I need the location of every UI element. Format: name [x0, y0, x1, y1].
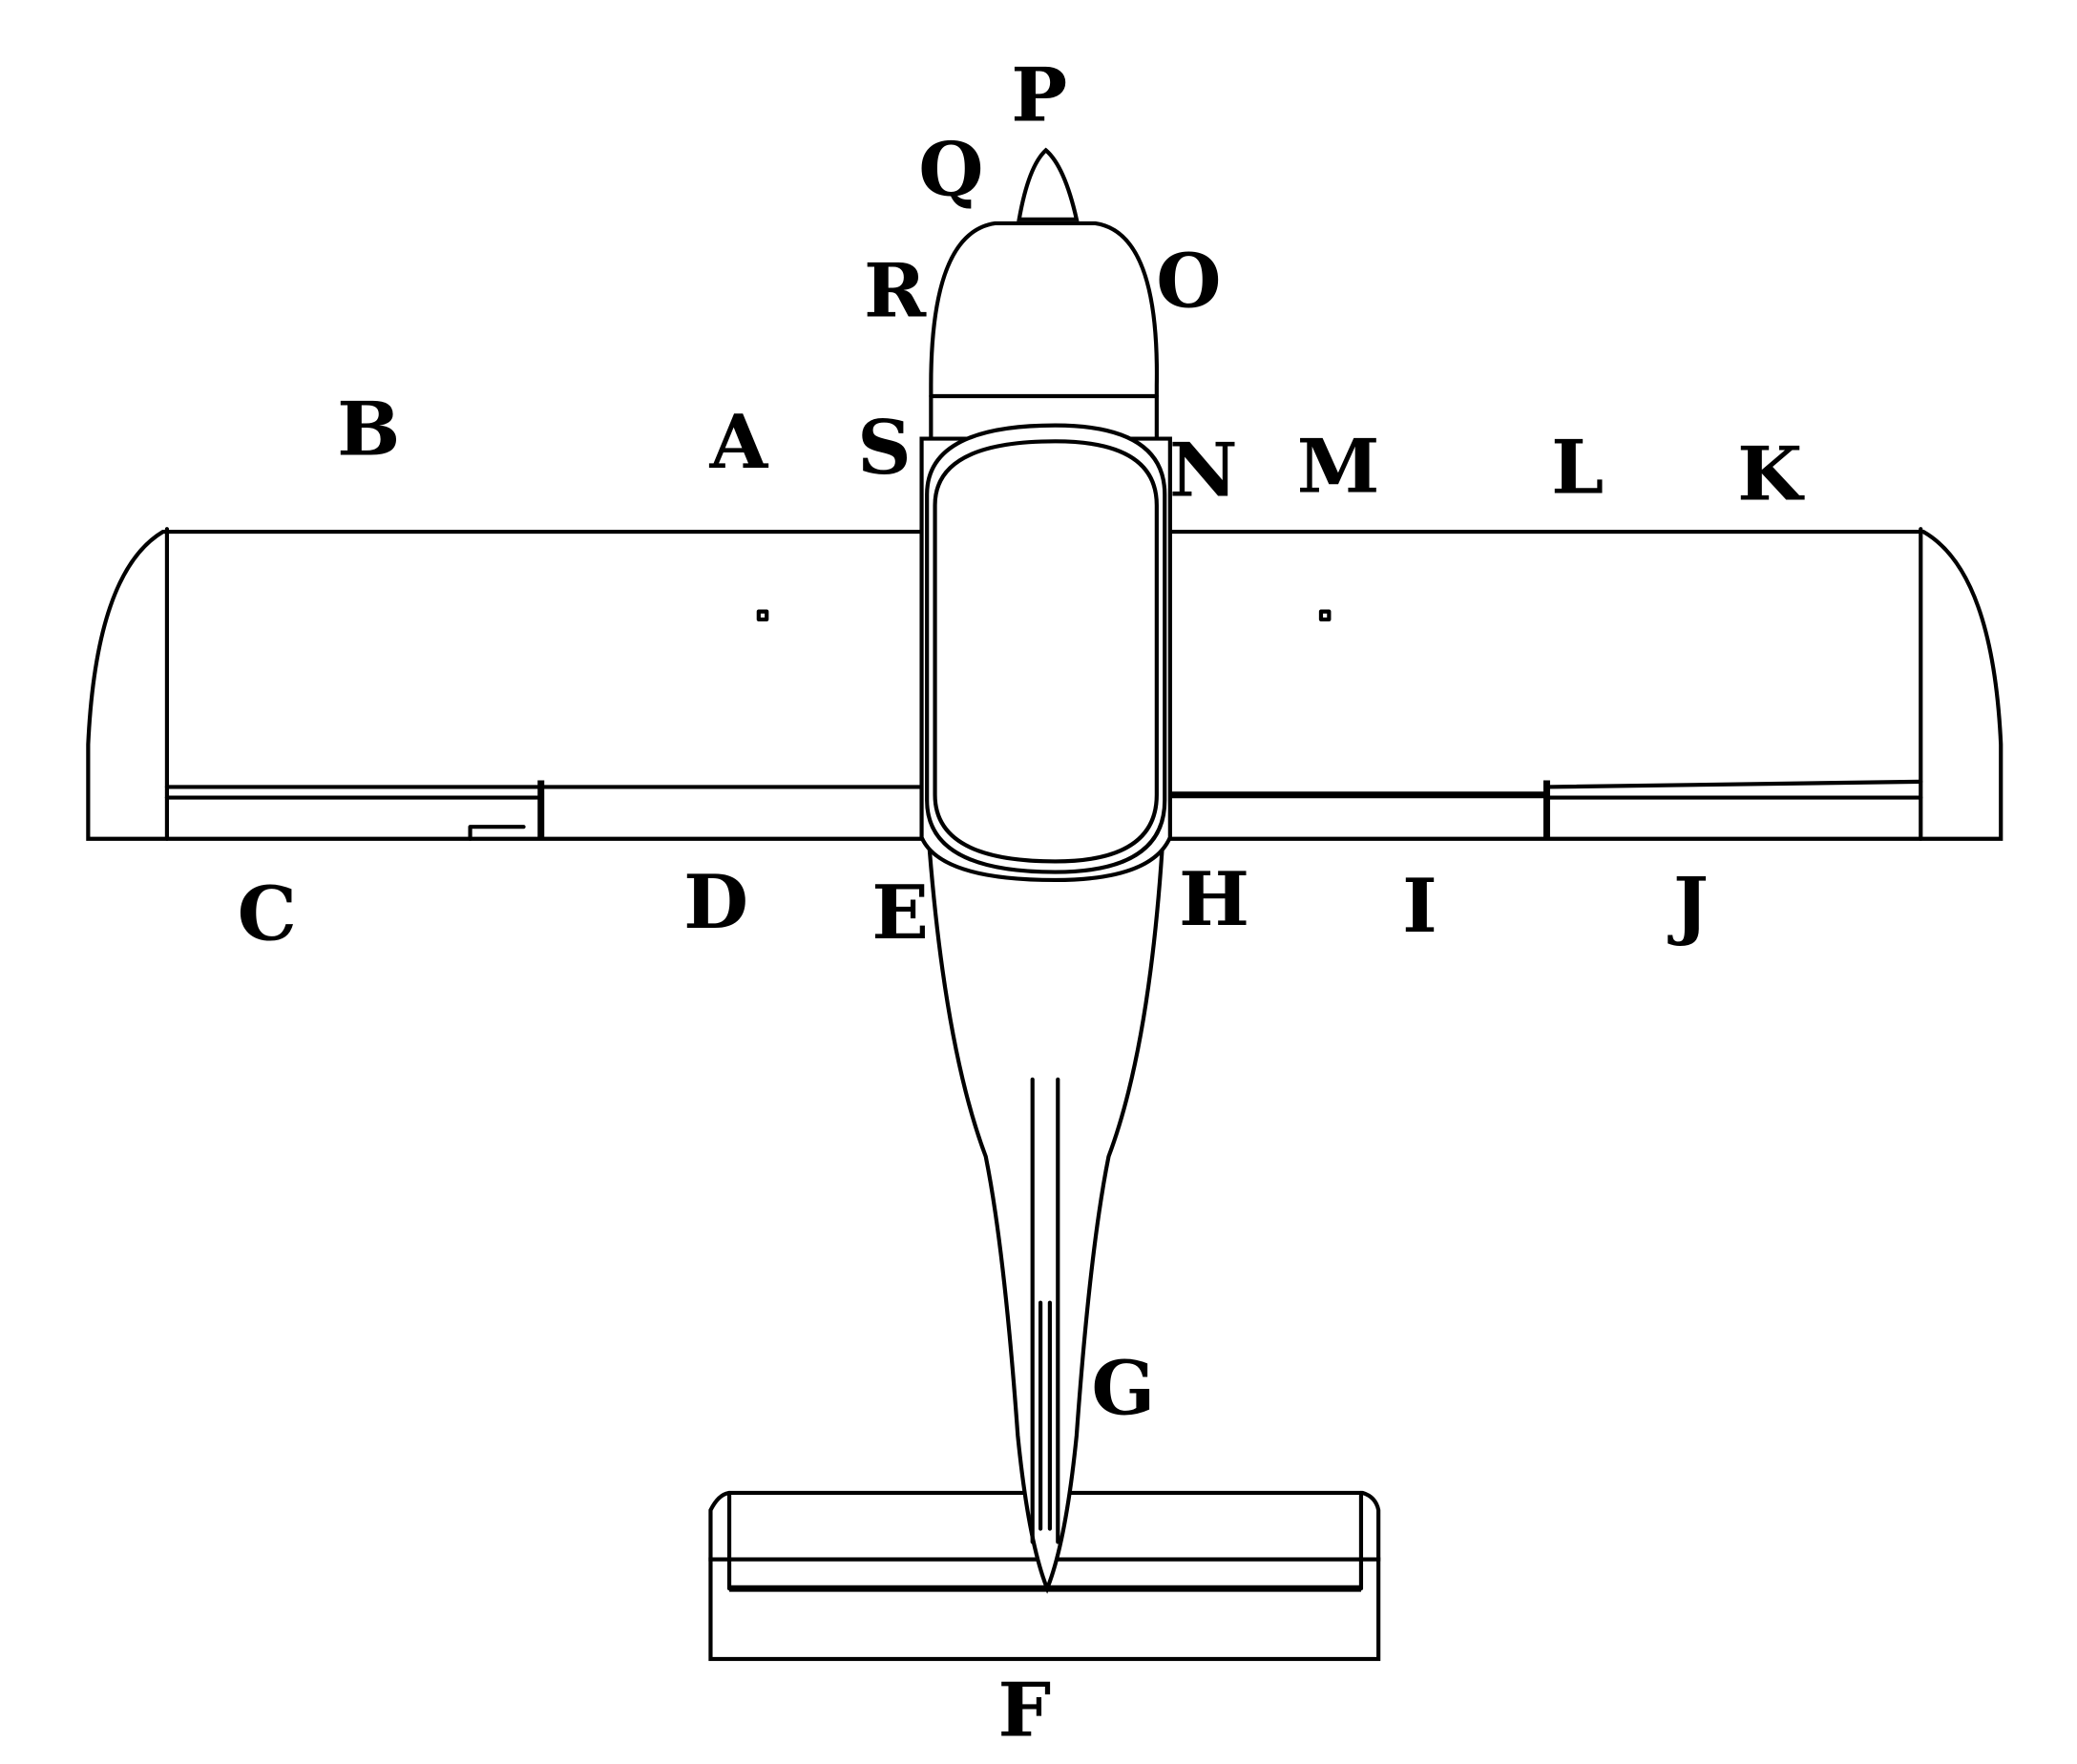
label-C: C [238, 872, 297, 958]
tail-boom [927, 849, 1164, 1594]
label-H: H [1179, 856, 1249, 943]
propeller-spinner [1017, 147, 1080, 221]
label-P: P [1011, 52, 1067, 139]
label-D: D [683, 859, 748, 946]
label-J: J [1668, 862, 1709, 949]
label-E: E [871, 870, 929, 956]
label-B: B [337, 386, 400, 472]
engine-cowling [929, 220, 1160, 441]
label-A: A [708, 399, 768, 486]
label-R: R [864, 248, 927, 335]
label-N: N [1169, 428, 1238, 514]
label-S: S [857, 405, 912, 492]
nose-section [929, 147, 1160, 441]
label-M: M [1297, 423, 1380, 510]
label-F: F [997, 1668, 1051, 1754]
label-G: G [1091, 1346, 1155, 1433]
cabin-section [919, 423, 1172, 883]
right-wing-marker [1318, 609, 1332, 622]
part-labels: A B C D E F G H I J K L M N O P Q R S [238, 52, 1806, 1754]
left-wing-marker [756, 609, 769, 622]
label-K: K [1737, 431, 1805, 518]
label-O: O [1156, 239, 1221, 326]
left-aileron-trim-tab [468, 825, 526, 841]
label-Q: Q [918, 127, 983, 214]
label-L: L [1551, 425, 1604, 512]
cockpit-canopy-inner [933, 439, 1159, 864]
right-trailing-edge-line [1544, 779, 1923, 789]
rear-fuselage [927, 849, 1164, 1594]
label-I: I [1402, 863, 1437, 950]
